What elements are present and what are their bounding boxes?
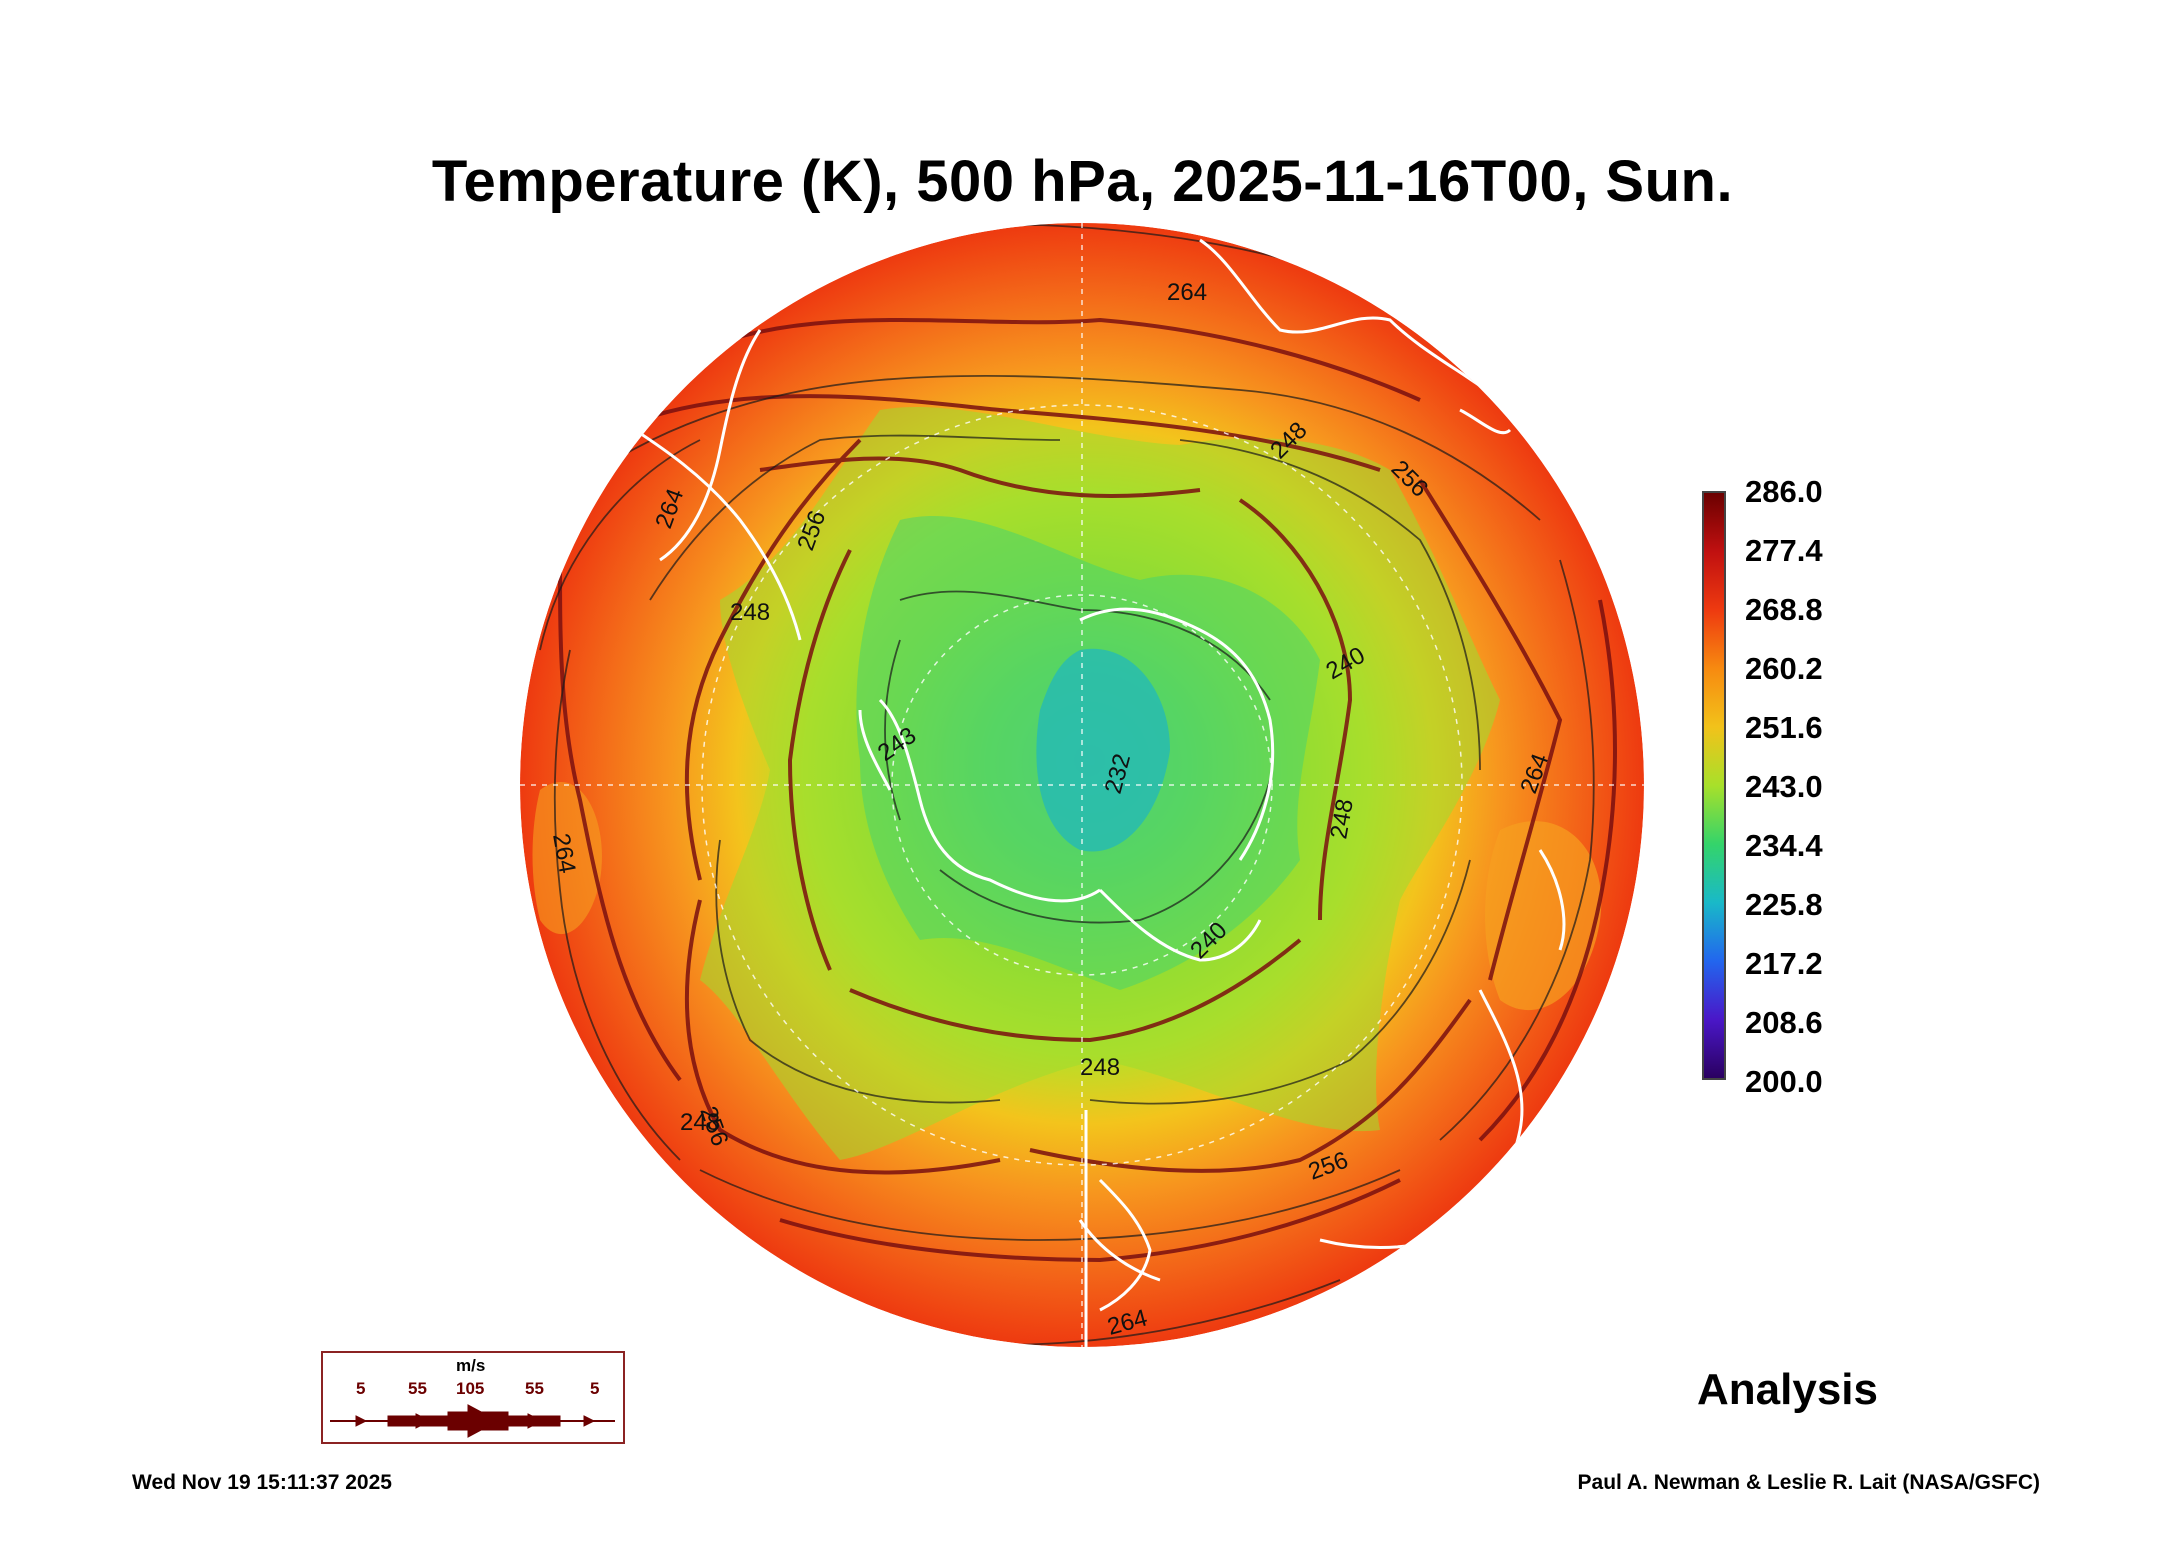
contour-label: 248 xyxy=(680,1109,720,1136)
credit: Paul A. Newman & Leslie R. Lait (NASA/GS… xyxy=(1577,1471,2040,1494)
timestamp: Wed Nov 19 15:11:37 2025 xyxy=(132,1471,392,1494)
wind-legend-value: 105 xyxy=(456,1379,485,1398)
colorbar-label: 217.2 xyxy=(1745,946,1823,981)
colorbar-label: 208.6 xyxy=(1745,1005,1823,1040)
wind-legend-value: 55 xyxy=(525,1379,544,1398)
meridians xyxy=(520,223,1644,1347)
colorbar-label: 234.4 xyxy=(1745,828,1823,863)
wind-legend-value: 5 xyxy=(590,1379,600,1398)
colorbar-label: 268.8 xyxy=(1745,592,1823,627)
colorbar-label: 243.0 xyxy=(1745,769,1823,804)
colorbar xyxy=(1702,491,1726,1080)
core-teal-region xyxy=(1036,648,1170,852)
colorbar-label: 225.8 xyxy=(1745,887,1823,922)
temperature-field xyxy=(520,223,1644,1347)
wind-speed-legend xyxy=(321,1351,625,1444)
coastlines xyxy=(619,238,1566,1312)
product-label: Analysis xyxy=(1697,1365,1878,1414)
contour-label: 248 xyxy=(1080,1054,1120,1081)
colorbar-label: 260.2 xyxy=(1745,651,1823,686)
colorbar-label: 200.0 xyxy=(1745,1064,1823,1099)
wind-legend-value: 5 xyxy=(356,1379,366,1398)
contour-label: 264 xyxy=(1167,279,1207,306)
colorbar-label: 251.6 xyxy=(1745,710,1823,745)
wind-legend-unit: m/s xyxy=(456,1356,486,1375)
contour-label: 248 xyxy=(730,599,770,626)
outer-lobe-right xyxy=(1485,821,1602,1011)
colorbar-label: 277.4 xyxy=(1745,533,1823,568)
colorbar-label: 286.0 xyxy=(1745,474,1823,509)
wind-legend-value: 55 xyxy=(408,1379,427,1398)
map-title: Temperature (K), 500 hPa, 2025-11-16T00,… xyxy=(431,149,1734,214)
